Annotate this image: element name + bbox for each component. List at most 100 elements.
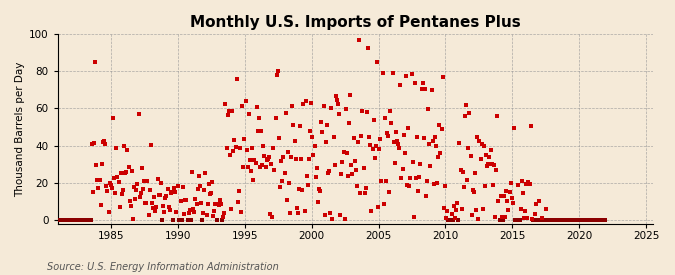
Point <box>188 207 198 211</box>
Y-axis label: Thousand Barrels per Day: Thousand Barrels per Day <box>15 61 25 197</box>
Point <box>95 203 106 207</box>
Point <box>300 98 311 103</box>
Point <box>574 218 585 222</box>
Point <box>104 181 115 185</box>
Text: Source: U.S. Energy Information Administration: Source: U.S. Energy Information Administ… <box>47 262 279 272</box>
Point <box>132 182 143 186</box>
Point <box>561 218 572 222</box>
Point <box>267 215 277 219</box>
Point <box>460 113 470 118</box>
Point <box>117 188 128 192</box>
Point <box>288 122 299 127</box>
Point <box>599 218 610 222</box>
Point <box>247 146 258 150</box>
Point <box>306 101 317 105</box>
Point <box>225 152 236 157</box>
Point <box>543 218 554 222</box>
Point <box>434 123 445 128</box>
Point <box>585 218 596 222</box>
Point <box>248 177 259 182</box>
Point <box>210 201 221 206</box>
Point <box>92 178 103 183</box>
Point <box>219 211 230 215</box>
Point <box>307 135 318 140</box>
Point <box>215 202 226 207</box>
Point <box>358 166 369 171</box>
Point <box>221 146 232 150</box>
Point <box>93 186 104 190</box>
Point <box>410 81 421 86</box>
Point <box>298 102 309 106</box>
Point <box>329 163 340 167</box>
Point <box>338 150 349 154</box>
Point <box>496 214 507 219</box>
Point <box>597 218 608 222</box>
Point <box>314 187 325 191</box>
Point <box>504 190 515 194</box>
Point <box>466 213 477 217</box>
Point <box>319 213 330 217</box>
Point <box>176 199 186 203</box>
Point <box>259 154 270 158</box>
Point <box>217 218 227 222</box>
Point <box>450 216 460 220</box>
Point <box>80 218 90 222</box>
Point <box>302 173 313 178</box>
Point <box>541 207 551 211</box>
Point <box>142 179 153 183</box>
Point <box>208 214 219 218</box>
Point <box>534 218 545 222</box>
Point <box>55 218 66 222</box>
Point <box>82 218 92 222</box>
Point <box>187 169 198 174</box>
Point <box>85 218 96 222</box>
Point <box>394 145 404 150</box>
Point <box>120 170 131 175</box>
Point <box>90 59 101 64</box>
Point <box>256 163 267 167</box>
Point <box>429 182 439 186</box>
Point <box>278 155 289 160</box>
Point <box>378 202 389 206</box>
Point <box>68 218 78 222</box>
Point <box>173 218 184 222</box>
Point <box>105 183 116 187</box>
Point <box>510 218 520 222</box>
Point <box>499 194 510 198</box>
Point <box>194 184 205 188</box>
Point <box>441 209 452 213</box>
Point <box>99 139 109 143</box>
Point <box>591 218 602 222</box>
Point <box>252 129 263 133</box>
Point <box>177 218 188 222</box>
Point <box>443 218 454 222</box>
Point <box>485 148 496 153</box>
Point <box>345 93 356 97</box>
Point <box>88 141 99 145</box>
Point <box>328 135 339 140</box>
Point <box>227 109 238 113</box>
Point <box>126 204 136 209</box>
Point <box>133 112 144 116</box>
Point <box>404 183 414 188</box>
Point <box>355 191 366 196</box>
Point <box>397 167 408 171</box>
Point <box>151 205 162 209</box>
Point <box>532 218 543 222</box>
Point <box>425 164 436 168</box>
Point <box>503 208 514 212</box>
Point <box>246 169 256 173</box>
Point <box>229 138 240 142</box>
Point <box>362 110 373 114</box>
Point <box>84 218 95 222</box>
Point <box>152 177 163 182</box>
Point <box>109 176 119 180</box>
Point <box>61 218 72 222</box>
Point <box>198 211 209 215</box>
Point <box>136 166 147 170</box>
Point <box>564 218 575 222</box>
Point <box>366 208 377 213</box>
Point <box>126 169 137 173</box>
Point <box>453 218 464 222</box>
Point <box>365 143 376 147</box>
